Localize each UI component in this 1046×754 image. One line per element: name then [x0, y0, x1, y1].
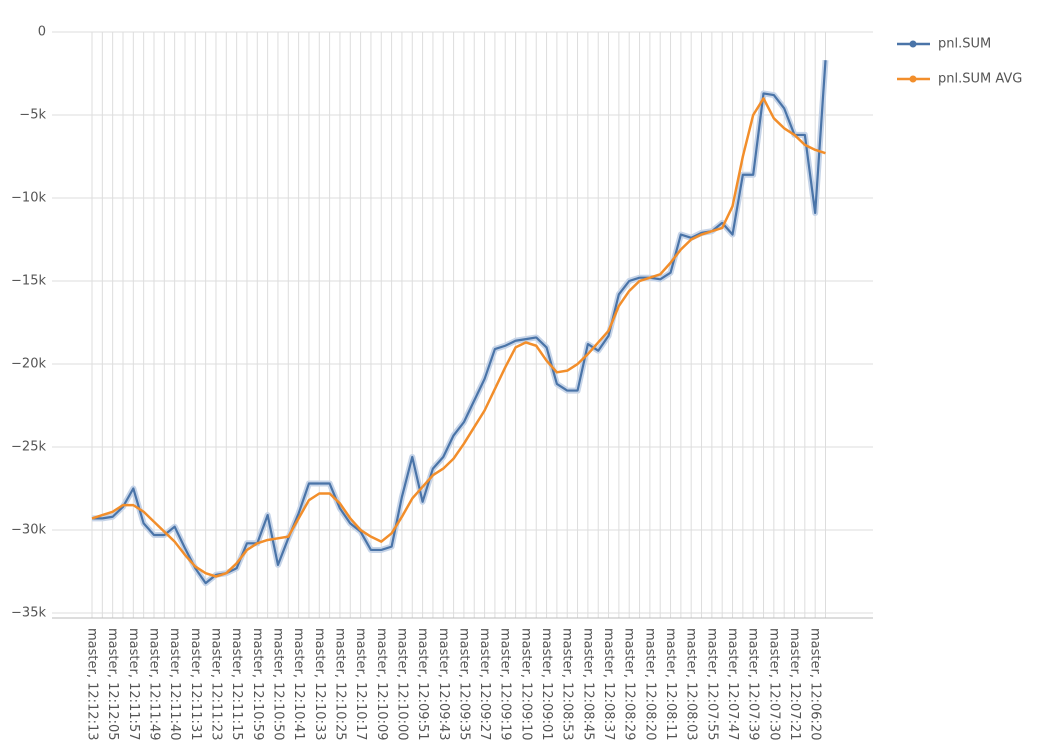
x-tick-label: master, 12:10:25	[332, 628, 347, 741]
x-tick-label: master, 12:09:35	[456, 628, 471, 741]
x-tick-label: master, 12:11:49	[146, 628, 161, 741]
x-tick-label: master, 12:11:31	[188, 628, 203, 741]
x-tick-label: master, 12:07:30	[766, 628, 781, 741]
x-tick-label: master, 12:06:20	[808, 628, 823, 741]
x-tick-label: master, 12:12:13	[85, 628, 100, 741]
x-tick-label: master, 12:08:03	[684, 628, 699, 741]
x-tick-label: master, 12:08:37	[601, 628, 616, 741]
x-tick-label: master, 12:12:05	[105, 628, 120, 741]
x-tick-label: master, 12:09:10	[518, 628, 533, 741]
x-tick-label: master, 12:09:01	[539, 628, 554, 741]
x-tick-label: master, 12:10:50	[270, 628, 285, 741]
y-tick-label: 0	[38, 25, 46, 40]
x-tick-label: master, 12:07:47	[725, 628, 740, 741]
line-halo	[92, 60, 829, 587]
x-tick-label: master, 12:07:39	[746, 628, 761, 741]
x-tick-label: master, 12:11:23	[208, 628, 223, 741]
x-tick-label: master, 12:11:15	[229, 628, 244, 741]
legend-marker	[909, 40, 917, 48]
x-tick-label: master, 12:11:40	[167, 628, 182, 741]
x-tick-label: master, 12:09:19	[498, 628, 513, 741]
x-tick-label: master, 12:11:57	[126, 628, 141, 741]
x-tick-label: master, 12:08:29	[622, 628, 637, 741]
y-tick-label: −15k	[11, 274, 46, 289]
line	[92, 60, 827, 585]
legend-label: pnl.SUM AVG	[938, 72, 1022, 87]
x-tick-label: master, 12:10:41	[291, 628, 306, 741]
x-tick-label: master, 12:09:43	[436, 628, 451, 741]
y-tick-label: −5k	[19, 108, 46, 123]
legend-marker	[909, 75, 917, 83]
x-tick-label: master, 12:10:09	[374, 628, 389, 741]
x-tick-label: master, 12:10:59	[250, 628, 265, 741]
x-tick-label: master, 12:08:11	[663, 628, 678, 741]
x-tick-label: master, 12:10:17	[353, 628, 368, 741]
x-tick-label: master, 12:10:33	[312, 628, 327, 741]
y-tick-label: −30k	[11, 523, 46, 538]
x-tick-label: master, 12:08:53	[560, 628, 575, 741]
x-tick-label: master, 12:08:45	[580, 628, 595, 741]
legend-label: pnl.SUM	[938, 37, 991, 52]
line	[91, 97, 826, 578]
x-tick-label: master, 12:08:20	[642, 628, 657, 741]
y-tick-label: −10k	[11, 191, 46, 206]
x-tick-label: master, 12:07:55	[704, 628, 719, 741]
x-tick-label: master, 12:09:51	[415, 628, 430, 741]
x-tick-label: master, 12:10:00	[394, 628, 409, 741]
y-tick-label: −25k	[11, 440, 46, 455]
x-tick-label: master, 12:09:27	[477, 628, 492, 741]
y-tick-label: −20k	[11, 357, 46, 372]
x-tick-label: master, 12:07:21	[787, 628, 802, 741]
y-tick-label: −35k	[11, 606, 46, 621]
